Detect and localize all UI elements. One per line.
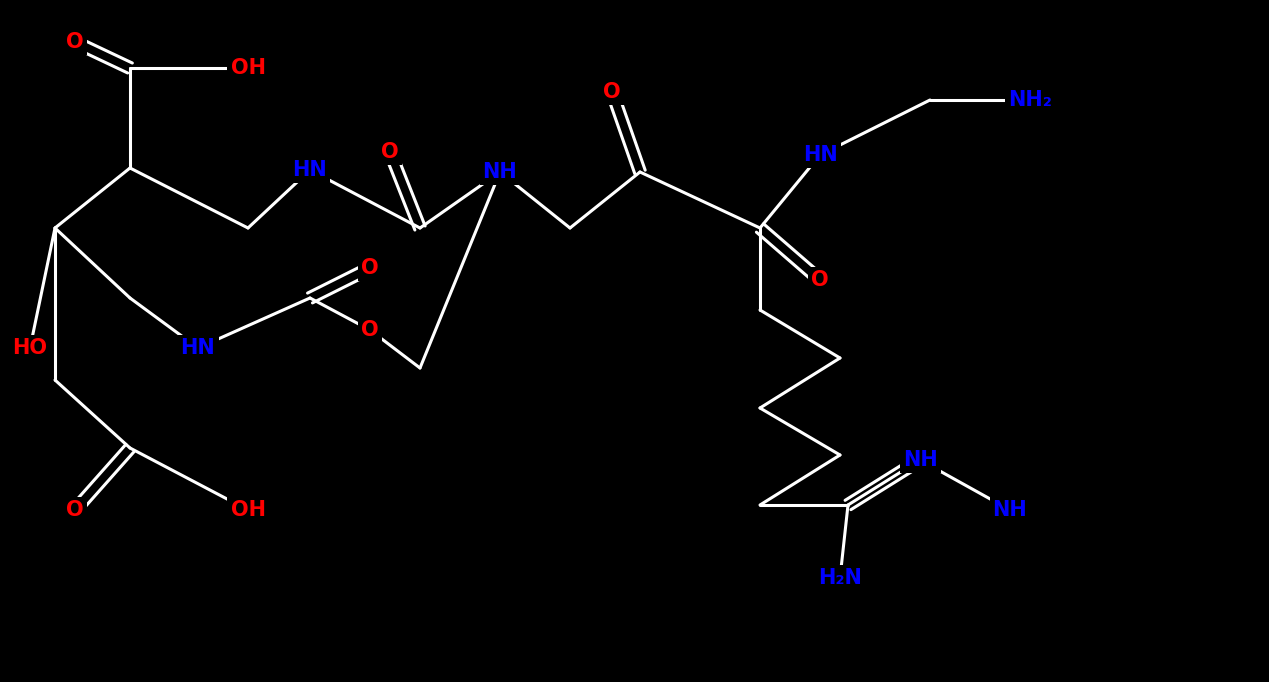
Text: O: O [603, 82, 621, 102]
Text: HN: HN [802, 145, 838, 165]
Text: O: O [811, 270, 829, 290]
Text: NH₂: NH₂ [1008, 90, 1052, 110]
Text: HN: HN [293, 160, 327, 180]
Text: NH: NH [902, 450, 938, 470]
Text: O: O [381, 142, 398, 162]
Text: NH: NH [992, 500, 1028, 520]
Text: O: O [66, 32, 84, 52]
Text: HN: HN [180, 338, 216, 358]
Text: O: O [362, 258, 379, 278]
Text: H₂N: H₂N [819, 568, 862, 588]
Text: O: O [66, 500, 84, 520]
Text: OH: OH [231, 500, 265, 520]
Text: OH: OH [231, 58, 265, 78]
Text: NH: NH [482, 162, 518, 182]
Text: HO: HO [13, 338, 47, 358]
Text: O: O [362, 320, 379, 340]
